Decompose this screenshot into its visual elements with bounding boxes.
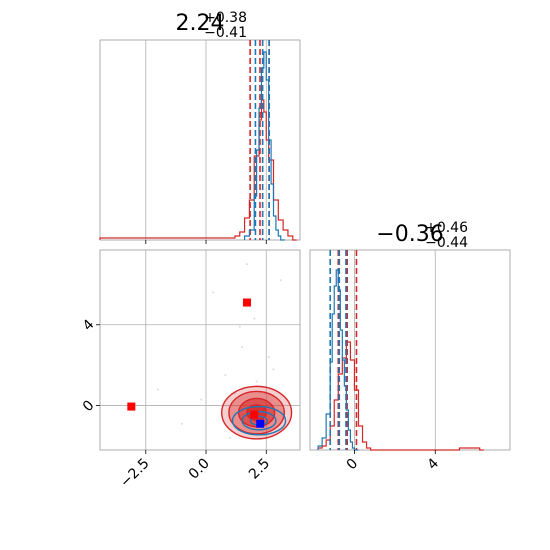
sample-point	[255, 380, 258, 383]
histogram-series	[317, 341, 484, 451]
truth-marker	[256, 419, 265, 428]
panel-top-left: 2.24 +0.38 −0.41	[99, 10, 301, 244]
histogram-series	[99, 99, 297, 241]
panel-bottom-left: −2.5 0.0 2.5 0 4	[80, 249, 301, 491]
panel-frame	[99, 249, 301, 451]
y-tick-label: 0	[80, 397, 98, 415]
histogram-series	[243, 51, 285, 241]
panel-frame	[309, 249, 511, 451]
truth-marker	[127, 402, 136, 411]
grid	[354, 250, 436, 450]
histogram-series	[317, 269, 359, 451]
sample-point	[180, 422, 183, 425]
sample-point	[229, 436, 232, 439]
sample-point	[253, 317, 256, 320]
marks	[127, 263, 293, 440]
marks	[317, 250, 484, 451]
contour-level	[231, 405, 287, 436]
x-tick-label: 2.5	[246, 456, 273, 483]
contour-level	[241, 410, 277, 431]
sample-point	[241, 345, 244, 348]
x-tick-label: 0.0	[186, 456, 213, 483]
sample-point	[272, 368, 275, 371]
sample-point	[224, 374, 227, 377]
sample-point	[212, 291, 215, 294]
title-top-left: 2.24	[176, 11, 225, 36]
truth-marker	[242, 298, 251, 307]
title-upper: +0.46	[425, 220, 468, 236]
sample-point	[279, 279, 282, 282]
sample-point	[245, 263, 248, 266]
marks	[99, 40, 297, 244]
y-tick-label: 4	[80, 317, 98, 335]
title-value: 2.24	[176, 11, 225, 36]
x-tick-label: 0	[344, 456, 362, 474]
title-upper: +0.38	[204, 10, 247, 26]
sample-point	[238, 325, 241, 328]
title-lower: −0.44	[425, 235, 468, 251]
truth-marker	[250, 410, 259, 419]
sample-point	[267, 356, 270, 359]
x-tick-label: 4	[424, 455, 442, 473]
sample-point	[156, 388, 159, 391]
title-lower: −0.41	[204, 25, 247, 41]
title-bottom-right: −0.36	[376, 222, 443, 247]
title-value: −0.36	[376, 222, 443, 247]
x-tick-label: −2.5	[117, 456, 152, 491]
sample-point	[200, 398, 203, 401]
